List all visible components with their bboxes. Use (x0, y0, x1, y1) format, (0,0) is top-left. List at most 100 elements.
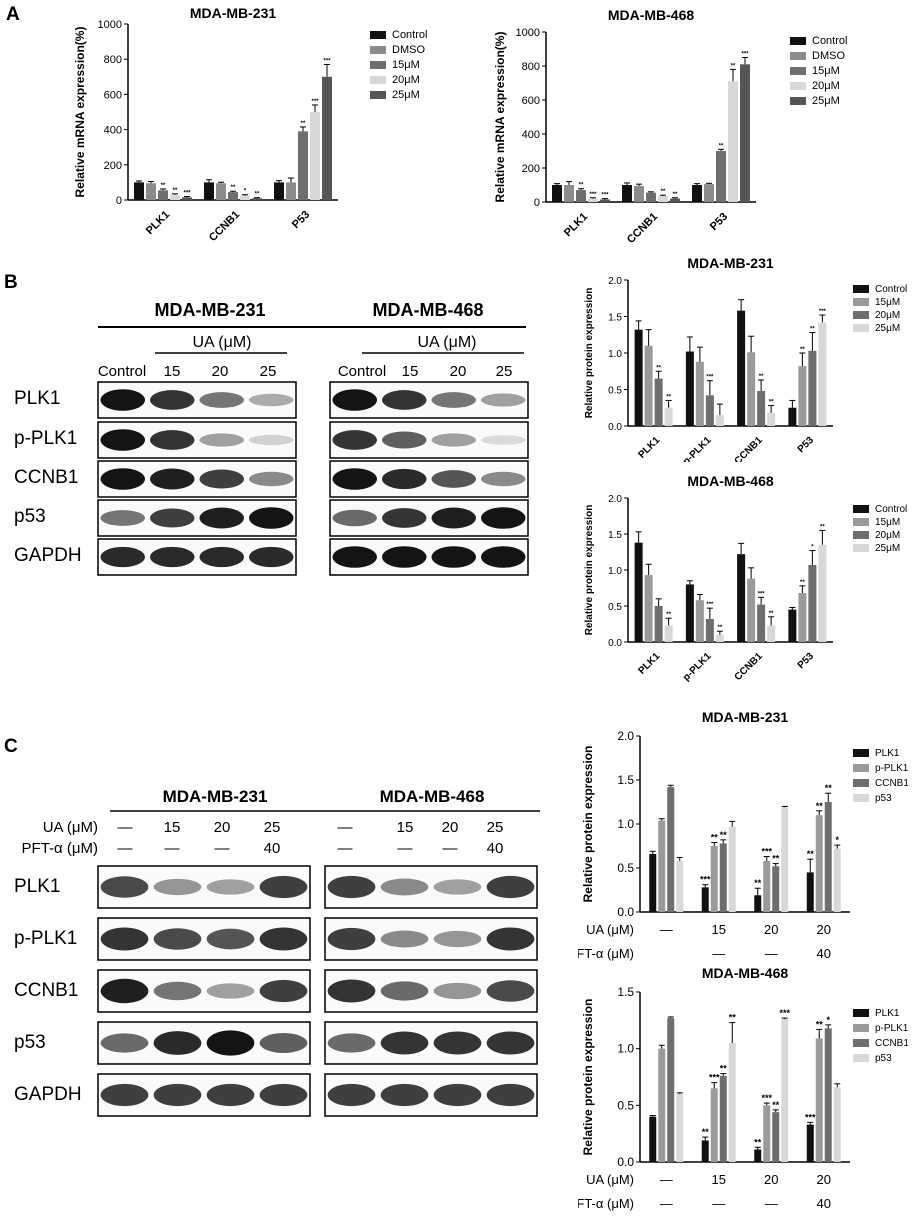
blot-b-468-row-band (431, 546, 477, 568)
significance-mark: ** (656, 365, 661, 371)
blot-b-lane-label: 15 (402, 363, 419, 380)
blot-b-468-row-band (332, 389, 378, 411)
bar (728, 826, 736, 912)
legend-label: p-PLK1 (875, 763, 908, 774)
blot-c-231-row-band (259, 927, 308, 951)
row-label-pft: PFT-α (μM) (578, 1196, 634, 1211)
bar (252, 198, 262, 200)
legend-swatch (853, 764, 869, 772)
legend-label: 25μM (875, 323, 900, 334)
bar (737, 310, 746, 426)
bar (788, 407, 797, 426)
blot-b-231-row-band (199, 392, 245, 408)
significance-mark: ** (816, 801, 824, 811)
bar (664, 625, 673, 642)
bar (781, 1019, 789, 1162)
x-tick-label: 20 (817, 1172, 831, 1187)
blot-b-lane-label: 25 (496, 363, 513, 380)
y-tick-label: 1.0 (608, 349, 622, 360)
bar (664, 407, 673, 426)
significance-mark: ** (800, 347, 805, 353)
y-tick-label: 200 (522, 163, 540, 175)
x-tick-label: — (660, 1172, 673, 1187)
bar (715, 415, 724, 426)
legend-label: 20μM (392, 74, 420, 86)
blot-b-468-row-band (332, 430, 378, 450)
legend-swatch (790, 82, 806, 90)
x-tick-label-row2: — (712, 946, 725, 961)
bar (298, 131, 308, 200)
bar (644, 345, 653, 426)
y-tick-label: 0.0 (617, 1155, 634, 1169)
blot-c-468-row-band (380, 1031, 429, 1055)
blot-c-231-row-band (153, 1083, 202, 1107)
blot-c-protein-label: p53 (14, 1032, 46, 1053)
blot-b-468-row-band (332, 509, 378, 527)
x-tick-label: p-PLK1 (681, 651, 714, 682)
blot-c-231-row-band (153, 1031, 202, 1055)
bar (182, 197, 192, 200)
significance-mark: ** (161, 183, 166, 189)
x-tick-label: — (660, 922, 673, 937)
blot-c-title-468: MDA-MB-468 (380, 787, 485, 806)
x-tick-label: 20 (764, 922, 778, 937)
x-tick-label: P53 (796, 435, 817, 456)
significance-mark: *** (758, 591, 766, 597)
significance-mark: ** (666, 612, 671, 618)
blot-c-468-row-band (486, 980, 535, 1002)
significance-mark: ** (579, 183, 584, 189)
blot-b-231-row-band (149, 390, 195, 410)
x-tick-label-row2: — (712, 1196, 725, 1211)
blot-c-ua-value: 20 (214, 819, 231, 836)
blot-c-231-row-band (100, 927, 149, 951)
blot-c-ua-value: 15 (397, 819, 414, 836)
legend-swatch (853, 779, 869, 787)
significance-mark: ** (666, 394, 671, 400)
blot-c-468-row-band (433, 930, 482, 948)
bar (740, 64, 750, 202)
significance-mark: ** (702, 1127, 710, 1137)
bar (274, 182, 284, 200)
blot-b-468-row-band (480, 393, 526, 407)
bar (322, 76, 332, 200)
legend-swatch (790, 67, 806, 75)
legend-swatch (853, 1024, 869, 1032)
chart-title: MDA-MB-231 (687, 255, 774, 271)
x-tick-label: CCNB1 (733, 435, 765, 462)
x-tick-label: 20 (764, 1172, 778, 1187)
panel-label-b: B (4, 272, 18, 293)
legend-label: Control (875, 284, 907, 295)
blot-c-231-row-band (259, 979, 308, 1003)
bar (772, 1112, 780, 1162)
blot-c-468-row-band (380, 1083, 429, 1107)
bar (815, 1038, 823, 1162)
blot-c-231-row-band (153, 981, 202, 1001)
bar (719, 1075, 727, 1162)
bar (728, 1043, 736, 1162)
blot-b-231-row-band (149, 508, 195, 528)
legend-swatch (853, 749, 869, 757)
blot-b-231-row-band (100, 510, 146, 526)
legend-label: 25μM (392, 89, 420, 101)
blot-c-468-row-band (327, 875, 376, 899)
significance-mark: ** (810, 327, 815, 333)
y-tick-label: 800 (104, 54, 122, 66)
blot-c-468-row-band (486, 927, 535, 951)
blot-b-lane-label: 15 (164, 363, 181, 380)
bar (747, 352, 756, 426)
significance-mark: ** (661, 189, 666, 195)
chart-a-mda-mb-468: MDA-MB-468 0 200 400 600 800 1000 Relative mRNA… (493, 7, 847, 244)
y-axis-label: Relative mRNA expression(%) (73, 27, 87, 198)
legend-label: p53 (875, 1053, 892, 1064)
y-axis-label: Relative protein expression (581, 746, 595, 903)
blot-b-231-row-band (199, 546, 245, 568)
bar (710, 1088, 718, 1162)
bar (692, 185, 702, 202)
blot-b-231-row-band (248, 434, 294, 446)
y-tick-label: 200 (104, 160, 122, 172)
y-tick-label: 0.0 (617, 905, 634, 919)
y-tick-label: 1000 (516, 27, 540, 39)
blot-b-468-row-band (381, 390, 427, 410)
significance-mark: *** (589, 192, 597, 198)
legend-swatch (853, 505, 869, 513)
